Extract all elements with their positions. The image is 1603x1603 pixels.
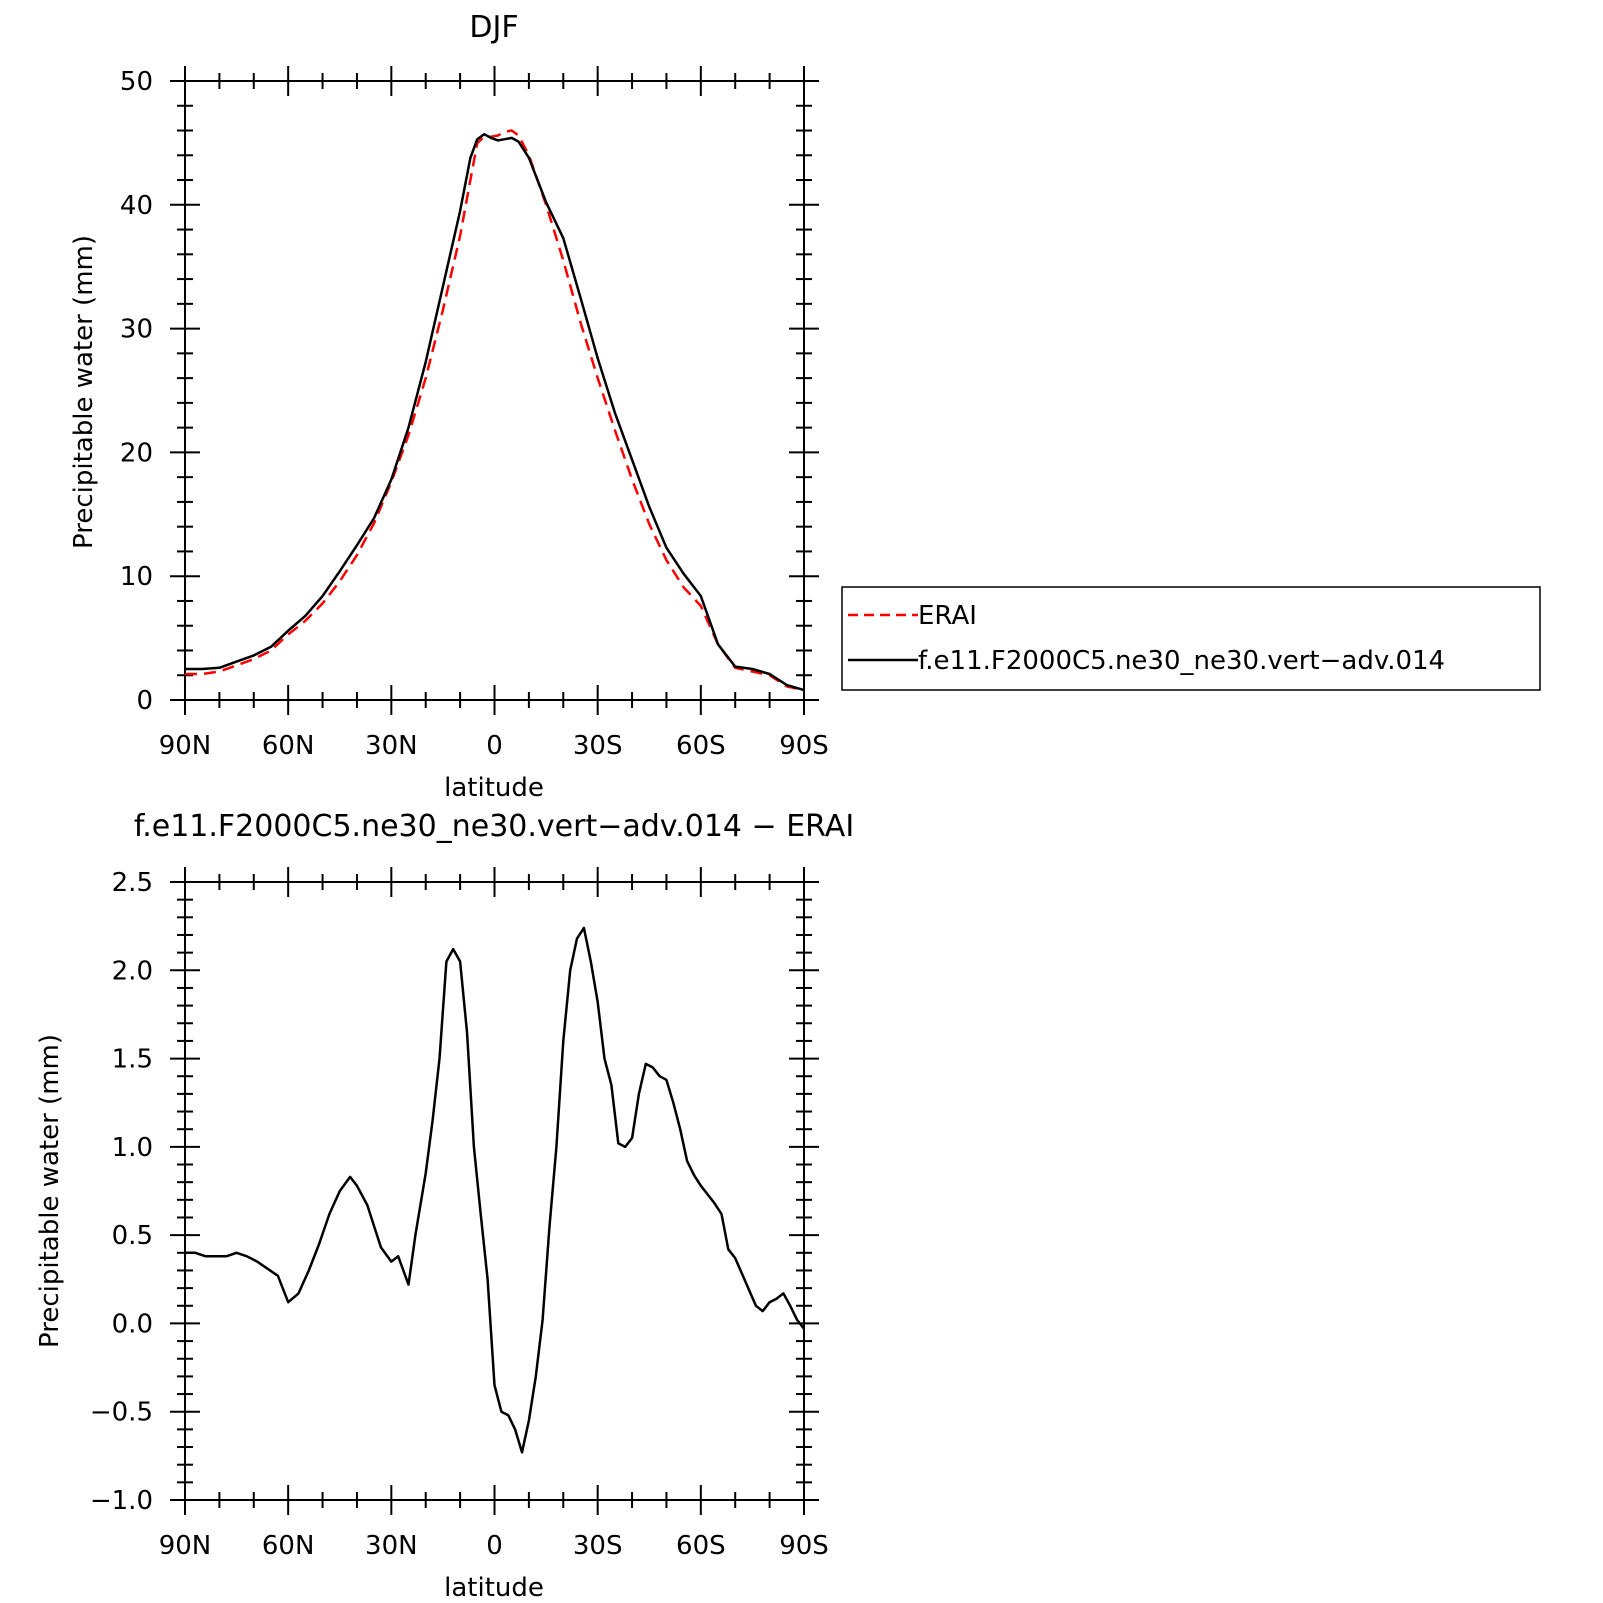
top-panel: DJF 90N 60N 30N 0 30S 60S 90S 0 10 20 30 40 50 latit… xyxy=(69,10,829,803)
top-plot-area: 90N 60N 30N 0 30S 60S 90S 0 10 20 30 40 50 xyxy=(120,66,829,761)
bottom-y-tick-label: 1.0 xyxy=(112,1133,153,1163)
top-x-tick-label: 60S xyxy=(676,731,726,761)
top-y-axis-label: Precipitable water (mm) xyxy=(69,235,99,549)
legend-model-label: f.e11.F2000C5.ne30_ne30.vert−adv.014 xyxy=(918,646,1445,676)
top-x-tick-label: 60N xyxy=(262,731,315,761)
legend-erai-label: ERAI xyxy=(918,601,977,631)
bottom-y-tick-label: −0.5 xyxy=(90,1398,153,1428)
bottom-y-tick-label: −1.0 xyxy=(90,1486,153,1516)
bottom-y-tick-label: 2.0 xyxy=(112,956,153,986)
top-x-tick-label: 0 xyxy=(486,731,503,761)
bottom-x-tick-label: 30S xyxy=(573,1531,623,1561)
top-y-tick-label: 40 xyxy=(120,191,153,221)
top-x-tick-label: 30N xyxy=(365,731,418,761)
bottom-y-tick-label: 2.5 xyxy=(112,868,153,898)
top-series-line-1 xyxy=(185,132,805,692)
bottom-y-tick-label: 0.5 xyxy=(112,1221,153,1251)
bottom-x-tick-label: 60S xyxy=(676,1531,726,1561)
bottom-x-tick-label: 0 xyxy=(486,1531,503,1561)
top-x-axis-label: latitude xyxy=(444,773,544,803)
top-x-tick-label: 90S xyxy=(779,731,829,761)
top-y-tick-label: 0 xyxy=(136,686,153,716)
bottom-y-tick-label: 0.0 xyxy=(112,1309,153,1339)
legend: ERAI f.e11.F2000C5.ne30_ne30.vert−adv.01… xyxy=(841,586,1541,691)
bottom-x-tick-label: 30N xyxy=(365,1531,418,1561)
top-y-tick-label: 10 xyxy=(120,562,153,592)
bottom-panel: f.e11.F2000C5.ne30_ne30.vert−adv.014 − E… xyxy=(35,809,854,1603)
top-y-tick-label: 50 xyxy=(120,67,153,97)
top-y-tick-label: 20 xyxy=(120,438,153,468)
bottom-y-axis-label: Precipitable water (mm) xyxy=(35,1034,65,1348)
bottom-series-line-0 xyxy=(185,926,805,1454)
bottom-x-tick-label: 90S xyxy=(779,1531,829,1561)
top-series-line-0 xyxy=(185,129,805,692)
legend-box xyxy=(841,586,1541,691)
bottom-x-tick-label: 90N xyxy=(159,1531,212,1561)
bottom-x-tick-label: 60N xyxy=(262,1531,315,1561)
top-panel-title: DJF xyxy=(469,10,518,45)
bottom-x-axis-label: latitude xyxy=(444,1573,544,1603)
top-x-tick-label: 90N xyxy=(159,731,212,761)
bottom-y-tick-label: 1.5 xyxy=(112,1045,153,1075)
bottom-plot-area: 90N 60N 30N 0 30S 60S 90S −1.0 −0.5 0.0 0.5 1.0 1.5 2… xyxy=(90,867,829,1561)
top-x-tick-label: 30S xyxy=(573,731,623,761)
bottom-panel-title: f.e11.F2000C5.ne30_ne30.vert−adv.014 − E… xyxy=(134,809,854,844)
top-y-tick-label: 30 xyxy=(120,315,153,345)
